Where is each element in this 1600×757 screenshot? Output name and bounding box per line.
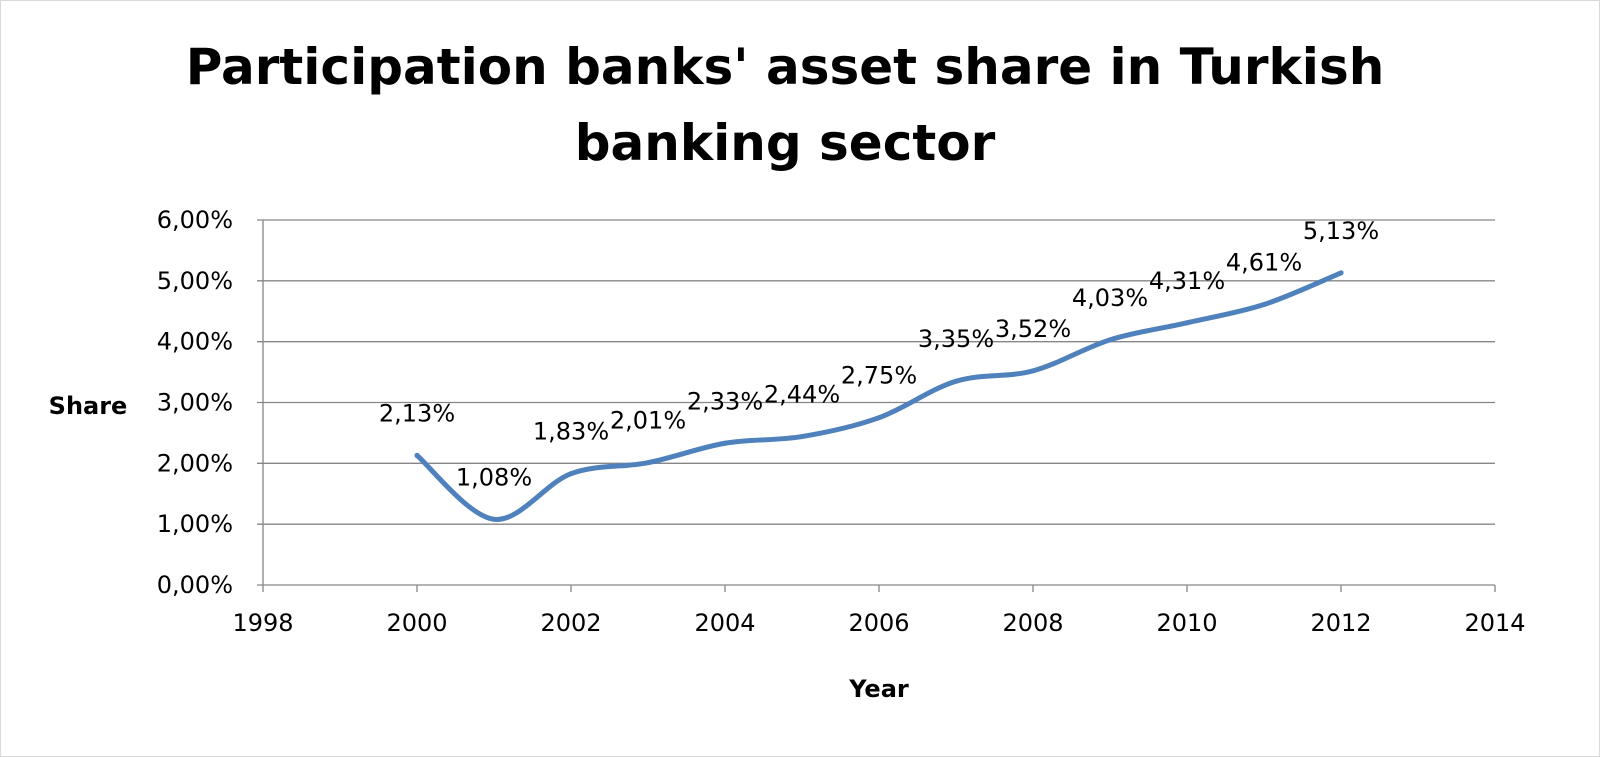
data-label: 3,35% [918,325,994,353]
data-label: 2,33% [687,387,763,415]
data-point [491,516,497,522]
y-tick-label: 0,00% [157,571,233,599]
x-tick-label: 2008 [1002,609,1063,637]
data-label: 1,83% [533,418,609,446]
data-label: 2,01% [610,407,686,435]
data-label: 5,13% [1303,217,1379,245]
x-tick-label: 1998 [232,609,293,637]
y-tick-label: 5,00% [157,267,233,295]
data-point [568,471,574,477]
x-tick-label: 2010 [1156,609,1217,637]
x-tick-label: 2006 [848,609,909,637]
data-point [799,434,805,440]
axes: Share Year 0,00% 1,00% 2,00% 3,00% 4,00% 5,00… [49,206,1526,703]
gridlines [257,219,1495,586]
data-label: 4,31% [1149,267,1225,295]
data-point [876,415,882,421]
y-axis-title: Share [49,392,128,420]
y-tick-label: 3,00% [157,389,233,417]
x-axis-title: Year [848,675,909,703]
chart-title-line-2: banking sector [574,114,996,172]
series-line [414,270,1344,522]
data-point [953,378,959,384]
data-point [645,460,651,466]
data-point [1107,337,1113,343]
data-label: 2,44% [764,381,840,409]
data-label: 1,08% [456,463,532,491]
data-point [722,440,728,446]
y-tick-label: 1,00% [157,510,233,538]
data-label: 2,75% [841,362,917,390]
series [414,270,1344,522]
data-label: 3,52% [995,315,1071,343]
data-point [1184,320,1190,326]
data-point [414,452,420,458]
y-tick-label: 4,00% [157,328,233,356]
y-tick-label: 6,00% [157,206,233,234]
data-labels: 2,13% 1,08%1,83% 2,01%2,33% 2,44%2,75%3,35%… [379,217,1379,491]
data-point [1338,270,1344,276]
x-tick-label: 2004 [694,609,755,637]
data-point [1261,302,1267,308]
chart-title-line-1: Participation banks' asset share in Turk… [185,38,1385,96]
data-label: 4,03% [1072,284,1148,312]
x-tick-label: 2012 [1310,609,1371,637]
data-point [1030,368,1036,374]
x-tick-label: 2014 [1464,609,1525,637]
data-label: 2,13% [379,399,455,427]
x-tick-label: 2000 [386,609,447,637]
chart-title: Participation banks' asset share in Turk… [1,29,1569,181]
data-label: 4,61% [1226,249,1302,277]
y-tick-label: 2,00% [157,449,233,477]
x-tick-label: 2002 [540,609,601,637]
